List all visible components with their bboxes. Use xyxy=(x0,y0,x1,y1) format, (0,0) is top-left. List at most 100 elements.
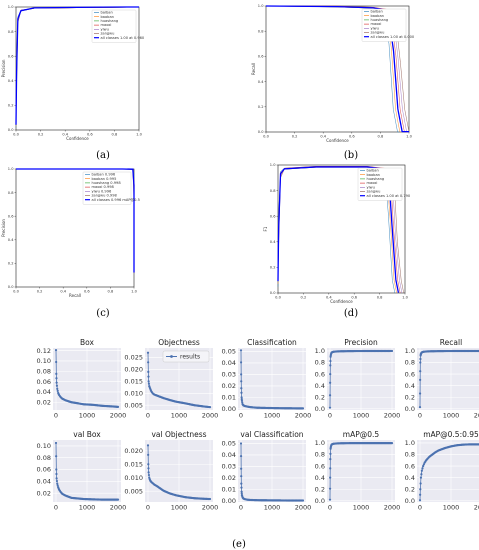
x-tick-label: 1000 xyxy=(79,504,96,512)
x-tick-label: 0 xyxy=(418,412,422,420)
x-tick-label: 2000 xyxy=(202,412,219,420)
legend-label: baoban xyxy=(371,14,384,18)
x-tick-label: 2000 xyxy=(110,504,127,512)
results-point xyxy=(55,477,58,480)
x-tick-label: 2000 xyxy=(384,504,401,512)
caption-c: (c) xyxy=(96,308,110,319)
y-tick-label: 0.010 xyxy=(124,474,143,482)
results-point xyxy=(390,349,394,353)
x-tick-label: 0.6 xyxy=(349,135,355,139)
y-tick-label: 0.04 xyxy=(222,451,236,459)
y-tick-label: 0.4 xyxy=(270,240,276,244)
x-axis-label: Confidence xyxy=(330,299,353,304)
legend-label: yiwu xyxy=(371,26,379,30)
x-tick-label: 0 xyxy=(418,504,422,512)
results-point xyxy=(329,458,332,461)
y-tick-label: 0.015 xyxy=(124,378,143,386)
legend-label: maoxi xyxy=(101,23,112,27)
y-tick-label: 1.0 xyxy=(315,347,325,355)
y-axis-label: Recall xyxy=(251,63,256,75)
results-point xyxy=(55,384,59,387)
y-tick-label: 0.2 xyxy=(8,262,14,266)
y-tick-label: 0.2 xyxy=(270,266,276,270)
y-tick-label: 0.0 xyxy=(405,405,415,413)
legend-label: zangwu 0.998 xyxy=(92,194,118,198)
x-tick-label: 0.8 xyxy=(377,296,383,300)
results-panel-classification: 0.00 0.01 0.02 0.03 0.04 0.05 0 1000 2000 Classif… xyxy=(222,338,312,420)
results-point xyxy=(418,406,422,409)
y-tick-label: 0.025 xyxy=(124,354,143,362)
y-tick-label: 0.02 xyxy=(222,382,236,390)
results-panel-recall: 0.0 0.2 0.4 0.6 0.8 1.0 0 1000 2000 Recall xyxy=(405,338,479,420)
y-tick-label: 0.03 xyxy=(222,371,236,379)
results-point xyxy=(239,442,243,445)
legend-label: huashang xyxy=(367,177,385,181)
y-tick-label: 0.4 xyxy=(405,474,415,482)
results-point xyxy=(329,359,332,363)
x-tick-label: 0 xyxy=(146,504,150,512)
caption-d: (d) xyxy=(344,308,358,319)
results-point xyxy=(241,401,244,404)
results-point xyxy=(146,444,150,447)
y-tick-label: 0.010 xyxy=(124,390,143,398)
y-tick-label: 0.02 xyxy=(222,474,236,482)
results-panel-map-0-5-0-95: 0.0 0.2 0.4 0.6 0.8 1.0 0 1000 2000 mAP@0.5:0.95 xyxy=(405,430,479,512)
results-point xyxy=(329,381,332,384)
legend-label: all classes 1.00 at 0.960 xyxy=(101,36,145,40)
x-tick-label: 0.0 xyxy=(13,133,19,137)
results-point xyxy=(419,476,423,479)
results-point xyxy=(240,391,243,394)
y-tick-label: 0.4 xyxy=(315,382,325,390)
x-tick-label: 0.4 xyxy=(320,135,326,139)
y-tick-label: 0.04 xyxy=(222,359,236,367)
y-tick-label: 0.02 xyxy=(37,489,51,497)
results-point xyxy=(419,357,422,361)
legend-label: baiban xyxy=(371,10,383,14)
results-point xyxy=(240,490,243,493)
results-point xyxy=(208,497,212,501)
results-panel-val-objectness: 0.005 0.010 0.015 0.020 0 1000 2000 val Objectn… xyxy=(124,430,218,512)
results-point xyxy=(239,361,243,364)
panel-title: Precision xyxy=(344,338,378,347)
y-tick-label: 0.8 xyxy=(8,191,14,195)
results-point xyxy=(421,467,424,470)
x-tick-label: 0 xyxy=(328,504,332,512)
x-tick-label: 0 xyxy=(146,412,150,420)
y-tick-label: 0.4 xyxy=(405,382,415,390)
series-line-all-classes xyxy=(15,6,139,125)
results-point xyxy=(147,380,150,383)
x-tick-label: 1000 xyxy=(264,412,281,420)
x-tick-label: 0 xyxy=(239,504,243,512)
results-point xyxy=(328,498,332,501)
x-tick-label: 2000 xyxy=(110,412,127,420)
results-point xyxy=(55,468,58,471)
results-point xyxy=(55,360,58,364)
y-tick-label: 0.10 xyxy=(37,442,51,450)
results-point xyxy=(240,387,243,390)
results-point xyxy=(56,389,59,392)
y-tick-label: 0.01 xyxy=(222,394,236,402)
y-tick-label: 0.2 xyxy=(315,485,325,493)
legend-box xyxy=(357,167,403,201)
x-tick-label: 0 xyxy=(239,412,243,420)
y-tick-label: 1.0 xyxy=(8,167,14,171)
y-tick-label: 0.6 xyxy=(8,214,14,218)
x-tick-label: 1000 xyxy=(171,504,188,512)
y-tick-label: 0.2 xyxy=(315,393,325,401)
x-tick-label: 0.8 xyxy=(378,135,384,139)
y-tick-label: 0.0 xyxy=(270,291,276,295)
y-tick-label: 0.04 xyxy=(37,388,51,396)
x-axis-label: Confidence xyxy=(66,136,89,141)
panel-background xyxy=(417,440,479,502)
results-point xyxy=(56,482,59,485)
legend-label: maoxi xyxy=(371,22,382,26)
y-tick-label: 0.02 xyxy=(37,398,51,406)
results-point xyxy=(240,399,244,402)
results-point xyxy=(147,361,150,364)
y-axis-label: Precision xyxy=(1,59,6,77)
results-point xyxy=(419,482,422,485)
y-tick-label: 0.8 xyxy=(405,359,415,367)
y-tick-label: 0.00 xyxy=(222,497,236,505)
y-axis-label: F1 xyxy=(263,226,268,231)
x-tick-label: 2000 xyxy=(295,412,312,420)
